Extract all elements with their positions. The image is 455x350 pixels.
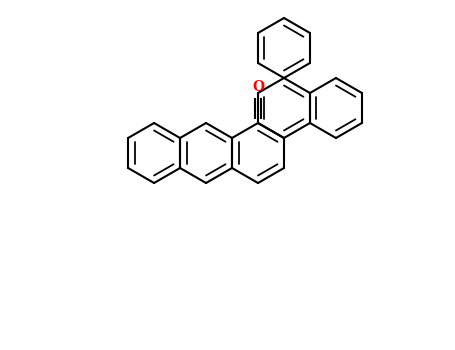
Text: O: O [252,80,264,94]
